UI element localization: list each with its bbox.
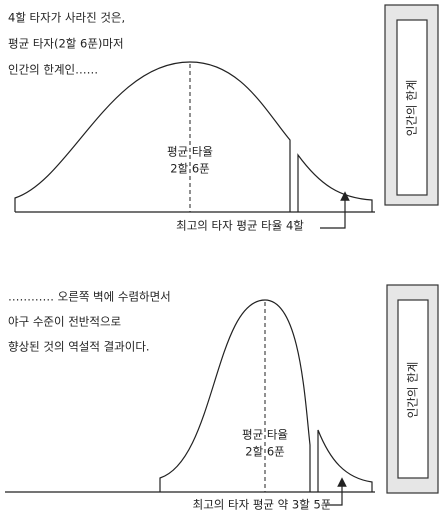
caption-line: 야구 수준이 전반적으로 — [8, 315, 121, 329]
wall-inner — [397, 299, 429, 479]
mean-label: 평균 타율 — [167, 145, 213, 159]
arrow — [320, 191, 350, 229]
wall-label: 인간의 한계 — [406, 362, 420, 419]
mean-label: 2할 6푼 — [170, 162, 209, 176]
tail-curve — [317, 429, 373, 492]
wall-label: 인간의 한계 — [405, 80, 419, 137]
best-label: 최고의 타자 평균 약 3할 5푼 — [193, 498, 332, 512]
caption-line: ………… 오른쪽 벽에 수렴하면서 — [8, 290, 171, 304]
arrow — [325, 477, 347, 506]
best-label: 최고의 타자 평균 타율 4할 — [176, 219, 304, 233]
caption-line: 향상된 것의 역설적 결과이다. — [8, 340, 150, 354]
wall-inner — [396, 19, 428, 196]
tail-curve — [297, 153, 373, 212]
caption-line: 평균 타자(2할 6푼)마저 — [8, 37, 124, 51]
top-panel: 4할 타자가 사라진 것은, 평균 타자(2할 6푼)마저 인간의 한계인…… … — [8, 4, 439, 233]
distribution-curve — [159, 299, 311, 492]
mean-label: 평균 타율 — [242, 428, 288, 442]
bottom-panel: ………… 오른쪽 벽에 수렴하면서 야구 수준이 전반적으로 향상된 것의 역설… — [5, 284, 439, 512]
caption-line: 인간의 한계인…… — [8, 63, 98, 77]
distribution-curve — [14, 61, 291, 212]
caption-line: 4할 타자가 사라진 것은, — [8, 11, 125, 25]
mean-label: 2할 6푼 — [245, 445, 284, 459]
